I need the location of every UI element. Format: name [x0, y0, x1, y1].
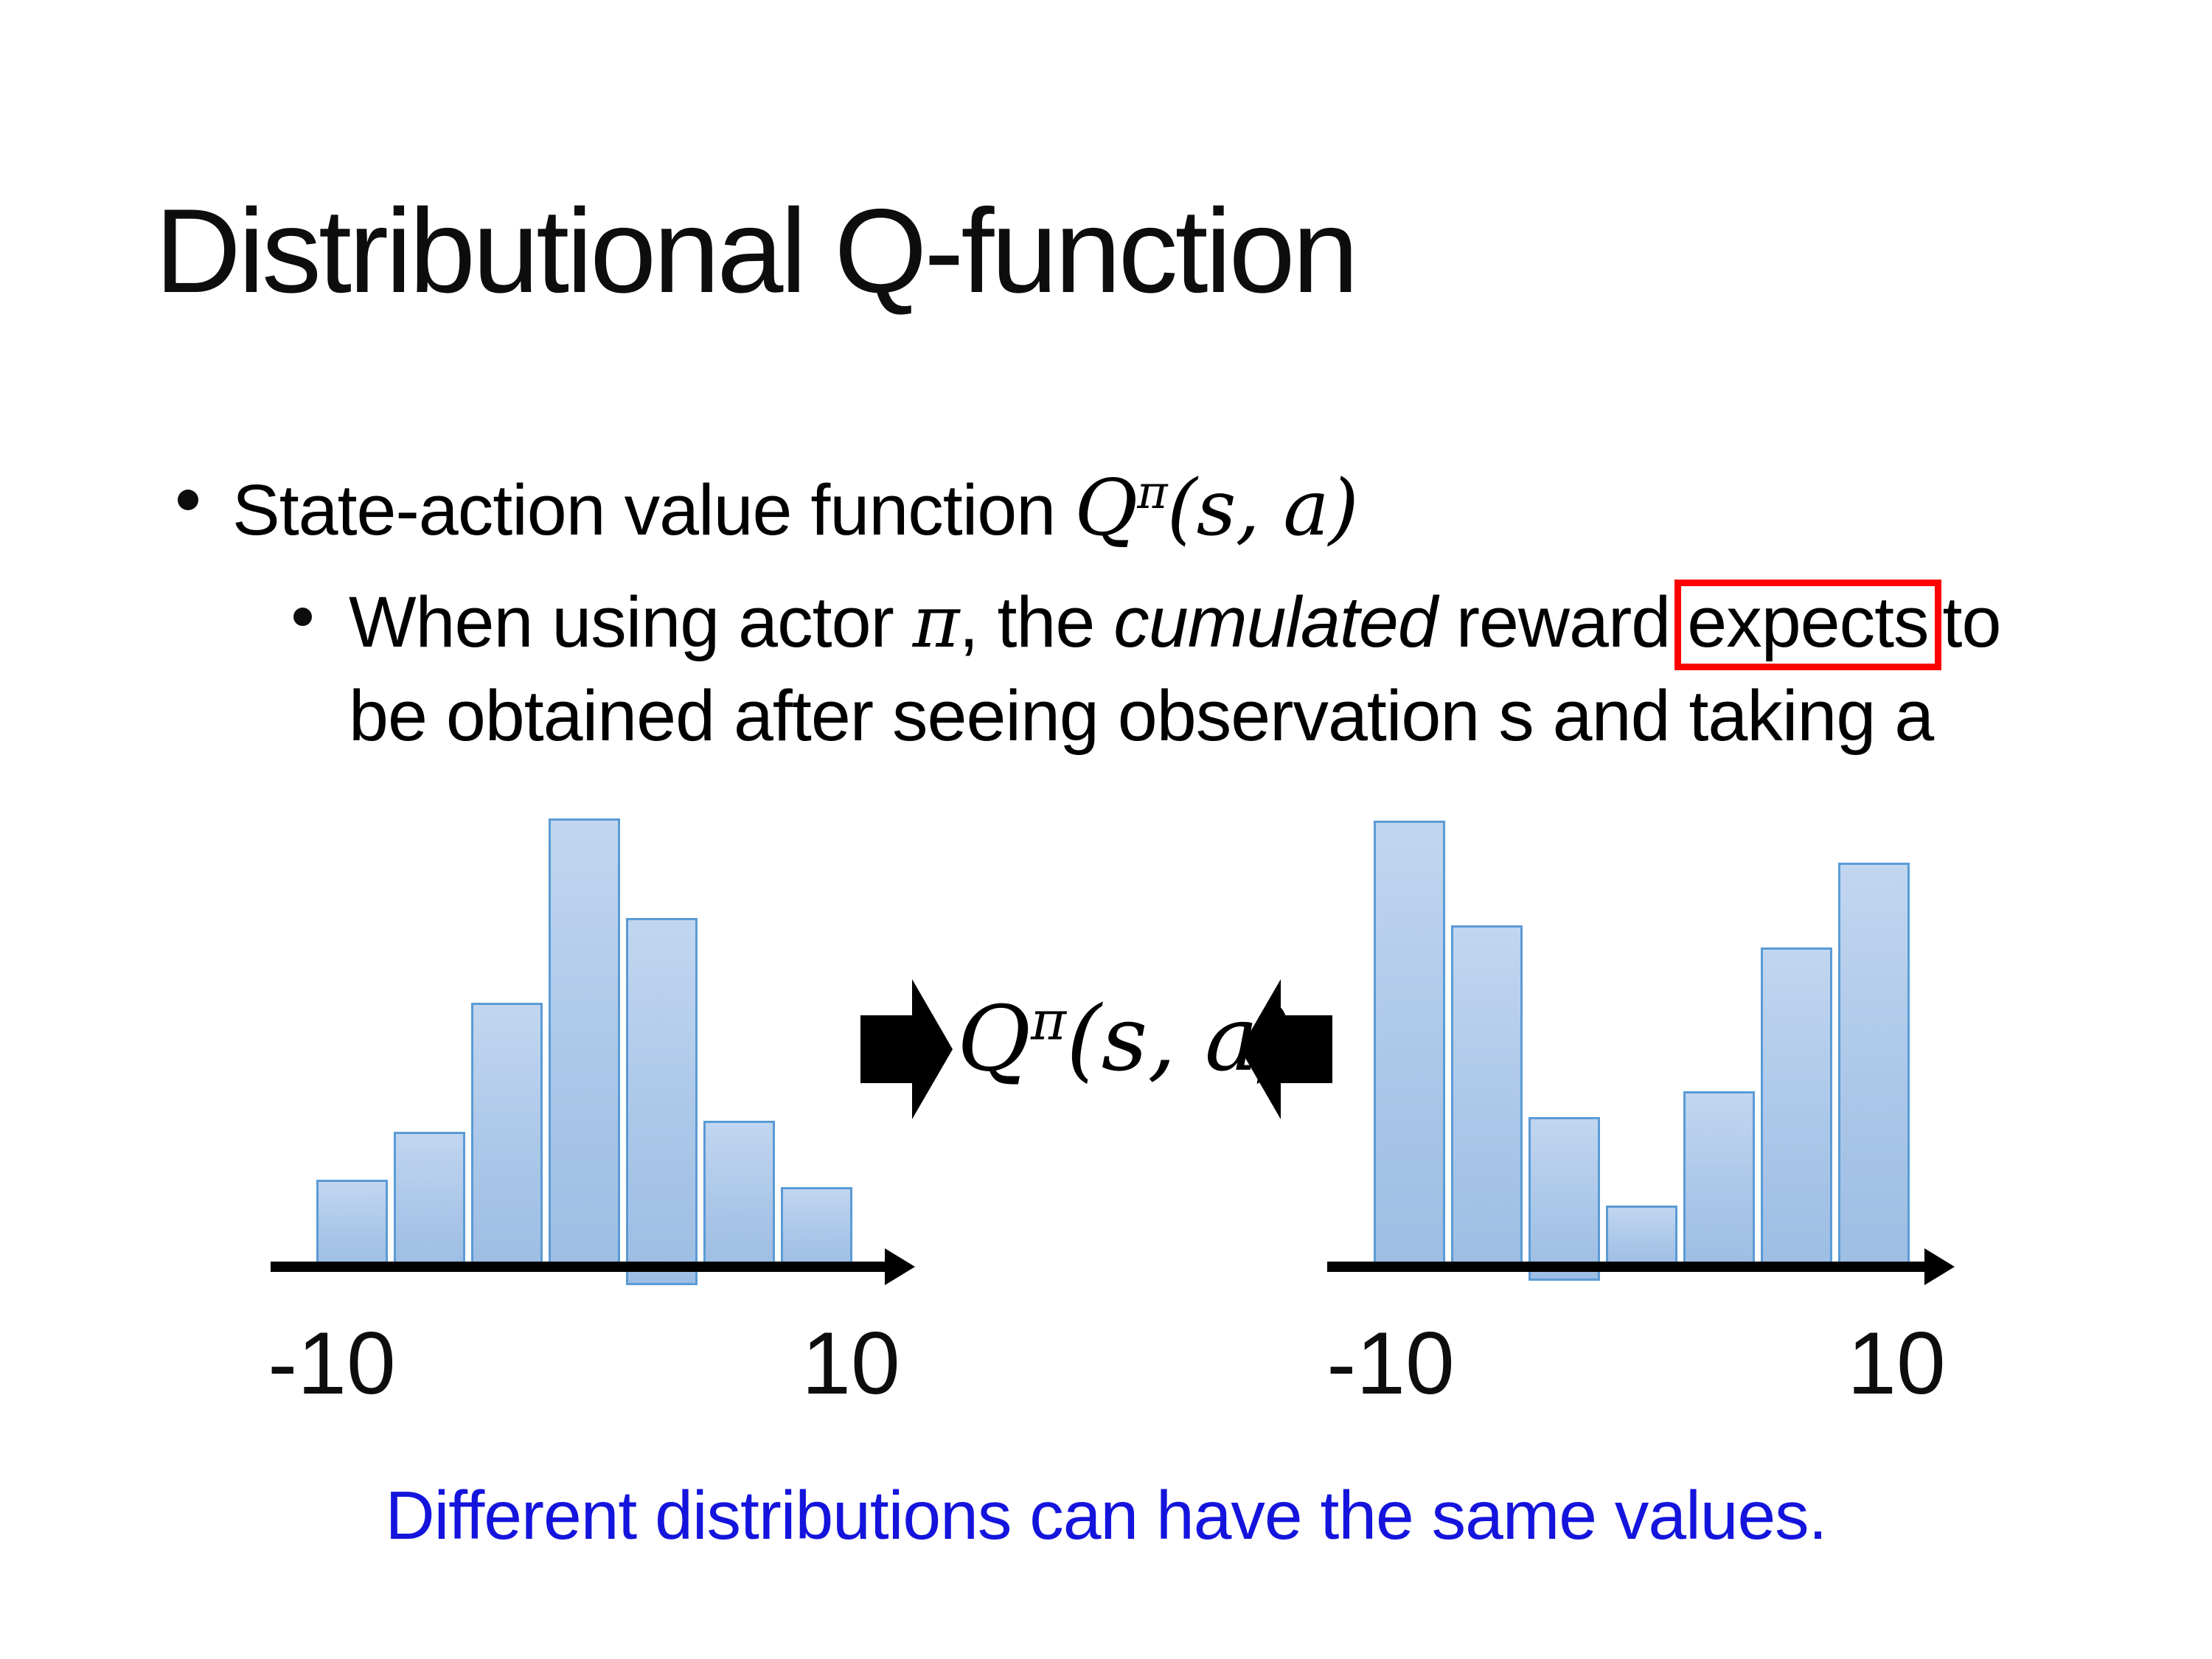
slide-title: Distributional Q-function — [155, 184, 1359, 318]
pi-superscript: π — [1031, 990, 1067, 1053]
histogram-bar — [626, 918, 698, 1285]
histogram-bar — [316, 1180, 388, 1272]
x-axis-arrow — [1327, 1248, 1955, 1285]
q-function-math: Qπ(s, a) — [1074, 463, 1359, 553]
histogram-bar — [1683, 1091, 1755, 1272]
q-function-formula: Qπ(s, a) — [957, 987, 1294, 1091]
histogram-bar — [1606, 1206, 1677, 1272]
sub-bullet-when-using-actor: When using actor π, the cumulated reward… — [349, 577, 2001, 762]
histogram-bar — [549, 818, 620, 1272]
histogram-bar — [1374, 821, 1445, 1272]
histogram-bar — [394, 1132, 465, 1272]
pi-symbol: π — [912, 580, 960, 664]
x-axis-arrow — [271, 1248, 915, 1285]
pi-superscript: π — [1137, 465, 1167, 519]
x-axis-label-max: 10 — [801, 1314, 900, 1413]
histogram-bar — [1451, 925, 1523, 1272]
histogram-bar — [1838, 863, 1910, 1272]
histogram-bar — [471, 1003, 543, 1272]
histogram-bar — [1528, 1117, 1600, 1281]
caption-text: Different distributions can have the sam… — [385, 1477, 1827, 1554]
histogram-bar — [1761, 947, 1832, 1272]
sub-bullet-line1: When using actor π, the cumulated reward… — [349, 577, 2001, 670]
histogram-bar — [703, 1121, 775, 1272]
left-distribution-chart: -10 10 — [268, 796, 934, 1413]
bullet-state-action: State-action value function Qπ(s, a) — [232, 463, 1359, 553]
expects-highlight-box: expects — [1674, 580, 1941, 670]
x-axis-label-min: -10 — [1326, 1314, 1455, 1413]
sub-bullet-dot — [293, 608, 312, 626]
x-axis-label-max: 10 — [1847, 1314, 1946, 1413]
cumulated-italic: cumulated — [1113, 582, 1438, 662]
histogram-bar — [781, 1187, 852, 1272]
bullet1-text: State-action value function — [232, 470, 1075, 550]
bullet-dot — [178, 490, 198, 510]
right-distribution-chart: -10 10 — [1326, 796, 1991, 1413]
sub-bullet-line2: be obtained after seeing observation s a… — [349, 675, 1934, 756]
x-axis-label-min: -10 — [268, 1314, 396, 1413]
